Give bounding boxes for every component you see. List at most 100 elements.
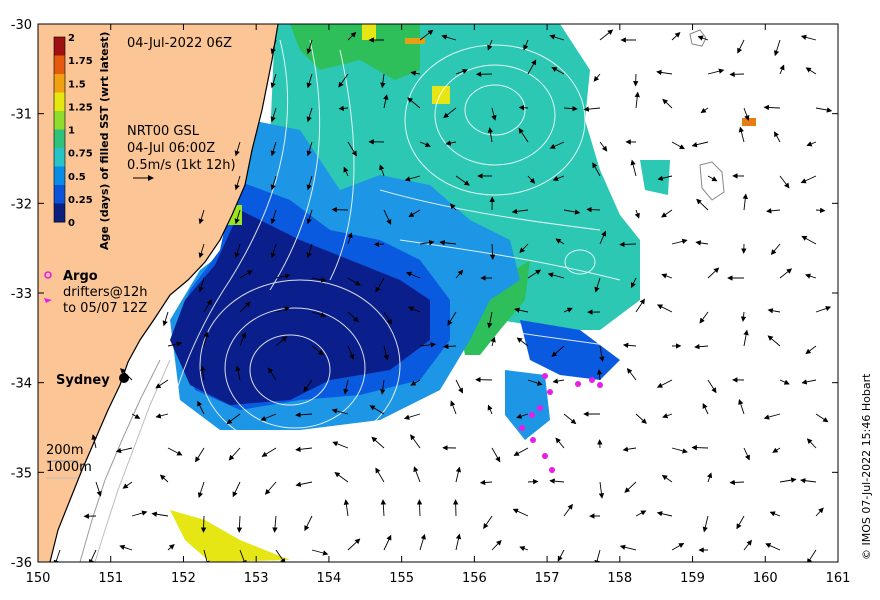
x-tick-label: 155 [389, 571, 414, 586]
velocity-arrow [491, 107, 497, 121]
velocity-arrow [375, 277, 385, 293]
velocity-arrow [800, 477, 817, 484]
velocity-arrow [599, 141, 608, 152]
velocity-arrow [487, 39, 493, 51]
velocity-arrow [662, 98, 673, 109]
velocity-arrow [270, 243, 277, 259]
velocity-arrow [598, 481, 605, 499]
island-outline-1 [689, 29, 707, 47]
velocity-arrow [268, 367, 277, 381]
velocity-arrow [275, 306, 291, 313]
velocity-arrow [805, 345, 817, 355]
argo-label: Argo [63, 269, 98, 284]
velocity-arrow [547, 272, 565, 279]
velocity-arrow [490, 336, 496, 347]
velocity-arrow [555, 437, 565, 449]
y-tick-label: -36 [11, 556, 32, 571]
velocity-arrow [563, 307, 573, 313]
velocity-arrow [656, 69, 673, 76]
velocity-arrow [155, 379, 169, 389]
velocity-arrow [419, 29, 434, 41]
velocity-arrow [383, 311, 392, 325]
velocity-arrow [408, 209, 421, 218]
velocity-arrow [198, 209, 205, 225]
colorbar: 0 0.25 0.5 0.75 1 1.25 1.5 1.75 2 [53, 33, 93, 229]
velocity-arrow [661, 273, 673, 279]
velocity-arrow [738, 398, 745, 415]
velocity-arrow [657, 175, 673, 181]
velocity-arrow [347, 538, 361, 551]
colorbar-segment [54, 166, 65, 186]
y-axis: -30 -31 -32 -33 -34 -35 -36 [11, 18, 838, 571]
velocity-arrow [91, 434, 97, 449]
x-tick-label: 158 [607, 571, 632, 586]
velocity-arrow [407, 97, 421, 109]
land-mass [38, 24, 278, 562]
velocity-arrow [593, 73, 601, 82]
velocity-arrow [347, 311, 359, 323]
velocity-arrow [779, 379, 790, 385]
velocity-arrow [729, 479, 745, 486]
velocity-arrow [702, 515, 709, 533]
velocity-arrow [455, 269, 464, 279]
drifter-point [519, 425, 525, 431]
velocity-arrow [769, 511, 781, 517]
velocity-arrow [410, 379, 421, 386]
velocity-arrow [551, 345, 565, 357]
velocity-arrow [801, 235, 817, 245]
x-tick-label: 153 [244, 571, 269, 586]
velocity-arrow [380, 499, 386, 517]
velocity-arrow [261, 447, 277, 457]
drifter-line-1: drifters@12h [63, 285, 148, 300]
velocity-arrow [763, 104, 781, 111]
drifter-point [575, 381, 581, 387]
velocity-arrow [343, 499, 350, 517]
velocity-arrow [634, 91, 640, 109]
velocity-arrow [270, 107, 277, 123]
velocity-arrow [198, 243, 205, 259]
drifter-point [537, 405, 543, 411]
velocity-arrow [491, 539, 502, 551]
field-deep-blue [170, 210, 430, 405]
island-outline-2 [699, 161, 725, 201]
velocity-arrow [347, 31, 357, 41]
velocity-arrow [806, 438, 817, 449]
colorbar-tick-label: 0.25 [68, 195, 93, 206]
x-tick-label: 150 [26, 571, 51, 586]
velocity-arrow [455, 68, 469, 75]
velocity-arrow [518, 127, 529, 143]
field-yellow-1 [362, 24, 376, 40]
velocity-arrow [699, 311, 709, 324]
velocity-arrow [131, 510, 148, 517]
velocity-arrow [767, 308, 781, 314]
velocity-arrow [815, 207, 826, 214]
colorbar-segment [54, 185, 65, 204]
velocity-arrow [766, 208, 781, 214]
velocity-arrow [234, 243, 241, 259]
velocity-arrow [295, 446, 313, 452]
velocity-arrow [707, 175, 718, 182]
velocity-arrow [599, 29, 614, 41]
x-tick-label: 161 [826, 571, 851, 586]
velocity-arrow [445, 140, 457, 146]
velocity-arrow [383, 94, 389, 109]
colorbar-tick-label: 0 [68, 218, 75, 229]
velocity-arrow [369, 405, 385, 415]
velocity-arrow [599, 345, 605, 363]
colorbar-segment [54, 111, 65, 130]
colorbar-tick-label: 1.75 [68, 56, 93, 67]
velocity-arrow [527, 478, 539, 485]
velocity-arrow [200, 365, 206, 381]
velocity-arrow [519, 546, 529, 552]
velocity-arrow [416, 499, 423, 517]
velocity-arrow [563, 503, 573, 517]
velocity-arrow [407, 306, 421, 313]
x-tick-label: 154 [316, 571, 341, 586]
velocity-arrow [779, 175, 790, 189]
velocity-arrow [239, 332, 247, 347]
velocity-arrow [200, 515, 207, 533]
velocity-arrow [815, 413, 829, 423]
velocity-arrow [306, 39, 313, 55]
velocity-arrow [557, 549, 565, 562]
velocity-arrow [743, 329, 749, 347]
